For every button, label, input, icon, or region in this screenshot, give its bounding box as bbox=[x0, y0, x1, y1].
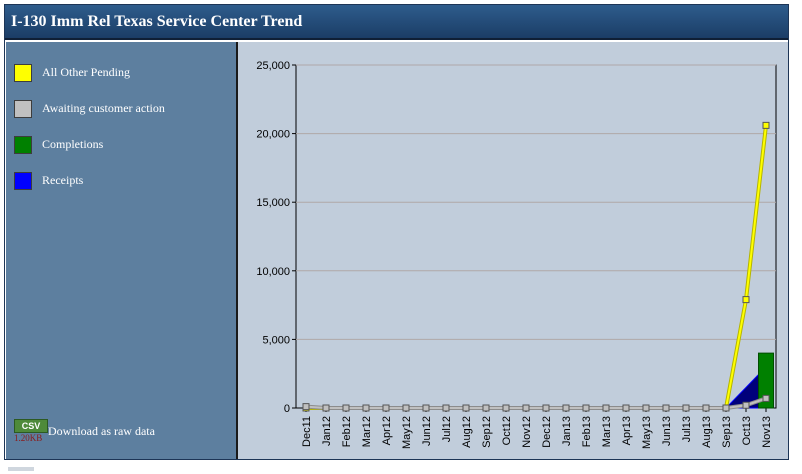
x-tick-label-may13: May13 bbox=[641, 416, 653, 449]
point-awaiting-customer-action-dec12 bbox=[542, 404, 550, 412]
y-tick-label-15000: 15,000 bbox=[256, 197, 290, 209]
x-tick-label-aug12: Aug12 bbox=[461, 416, 473, 448]
point-awaiting-customer-action-jul12 bbox=[442, 404, 450, 412]
point-awaiting-customer-action-jan12 bbox=[322, 404, 330, 412]
x-tick-label-aug13: Aug13 bbox=[701, 416, 713, 448]
x-tick-label-dec11: Dec11 bbox=[301, 416, 313, 447]
legend-label-awaiting-customer-action: Awaiting customer action bbox=[42, 101, 165, 115]
legend-label-all-other-pending: All Other Pending bbox=[42, 65, 130, 79]
point-awaiting-customer-action-feb13 bbox=[582, 404, 590, 412]
y-tick-label-10000: 10,000 bbox=[256, 266, 290, 278]
x-tick-label-apr13: Apr13 bbox=[621, 416, 633, 445]
point-awaiting-customer-action-apr12 bbox=[382, 404, 390, 412]
x-tick-label-sep12: Sep12 bbox=[481, 416, 493, 448]
x-tick-label-jul12: Jul12 bbox=[441, 416, 453, 442]
point-awaiting-customer-action-jan13 bbox=[562, 404, 570, 412]
csv-icon[interactable]: CSV bbox=[14, 419, 48, 433]
panel-divider bbox=[236, 42, 238, 459]
x-tick-label-oct12: Oct12 bbox=[501, 416, 513, 445]
y-tick-label-25000: 25,000 bbox=[256, 60, 290, 72]
legend-swatch-all-other-pending bbox=[14, 64, 32, 82]
point-awaiting-customer-action-oct12 bbox=[502, 404, 510, 412]
legend-swatch-completions bbox=[14, 136, 32, 154]
title-bar: I-130 Imm Rel Texas Service Center Trend bbox=[5, 5, 788, 40]
point-awaiting-customer-action-jun13 bbox=[662, 404, 670, 412]
point-awaiting-customer-action-sep12 bbox=[482, 404, 490, 412]
point-awaiting-customer-action-nov12 bbox=[522, 404, 530, 412]
x-tick-label-mar12: Mar12 bbox=[361, 416, 373, 447]
bar-completions-nov13 bbox=[758, 352, 774, 409]
x-tick-label-mar13: Mar13 bbox=[601, 416, 613, 447]
x-tick-label-feb12: Feb12 bbox=[341, 416, 353, 447]
scroll-stub bbox=[8, 467, 34, 471]
x-tick-label-dec12: Dec12 bbox=[541, 416, 553, 448]
x-tick-label-nov13: Nov13 bbox=[761, 416, 773, 448]
point-awaiting-customer-action-may13 bbox=[642, 404, 650, 412]
x-tick-label-feb13: Feb13 bbox=[581, 416, 593, 447]
point-awaiting-customer-action-feb12 bbox=[342, 404, 350, 412]
point-awaiting-customer-action-may12 bbox=[402, 404, 410, 412]
legend-label-completions: Completions bbox=[42, 137, 104, 151]
x-tick-label-jun13: Jun13 bbox=[661, 416, 673, 446]
x-tick-label-nov12: Nov12 bbox=[521, 416, 533, 448]
plot-area bbox=[295, 64, 777, 409]
x-tick-label-may12: May12 bbox=[401, 416, 413, 449]
point-awaiting-customer-action-mar12 bbox=[362, 404, 370, 412]
csv-file-size: 1.20KB bbox=[14, 433, 43, 443]
point-awaiting-customer-action-nov13 bbox=[762, 394, 770, 402]
legend-swatch-awaiting-customer-action bbox=[14, 100, 32, 118]
y-tick-label-0: 0 bbox=[284, 403, 290, 415]
x-tick-label-jun12: Jun12 bbox=[421, 416, 433, 446]
point-awaiting-customer-action-jul13 bbox=[682, 404, 690, 412]
legend-swatch-receipts bbox=[14, 172, 32, 190]
point-awaiting-customer-action-aug13 bbox=[702, 404, 710, 412]
chart-frame: I-130 Imm Rel Texas Service Center Trend… bbox=[4, 4, 789, 460]
point-awaiting-customer-action-sep13 bbox=[722, 404, 730, 412]
x-tick-label-jul13: Jul13 bbox=[681, 416, 693, 442]
point-awaiting-customer-action-aug12 bbox=[462, 404, 470, 412]
point-all-other-pending-nov13 bbox=[762, 121, 770, 129]
x-tick-label-oct13: Oct13 bbox=[741, 416, 753, 445]
chart-title: I-130 Imm Rel Texas Service Center Trend bbox=[11, 13, 303, 30]
download-raw-data-link[interactable]: Download as raw data bbox=[48, 424, 155, 438]
point-awaiting-customer-action-mar13 bbox=[602, 404, 610, 412]
x-tick-label-jan13: Jan13 bbox=[561, 416, 573, 446]
x-tick-label-apr12: Apr12 bbox=[381, 416, 393, 445]
chart-panel: 0 5,000 10,000 15,000 20,000 25,000 Dec11 Jan12… bbox=[238, 42, 788, 459]
x-tick-label-sep13: Sep13 bbox=[721, 416, 733, 448]
point-awaiting-customer-action-apr13 bbox=[622, 404, 630, 412]
legend-label-receipts: Receipts bbox=[42, 173, 84, 187]
point-awaiting-customer-action-oct13 bbox=[742, 401, 750, 409]
legend-panel: All Other Pending Awaiting customer acti… bbox=[6, 42, 236, 459]
trend-chart: 0 5,000 10,000 15,000 20,000 25,000 Dec11 Jan12… bbox=[256, 60, 777, 449]
point-awaiting-customer-action-dec11 bbox=[302, 403, 310, 411]
download-raw-data[interactable]: CSV 1.20KB Download as raw data bbox=[14, 419, 224, 449]
y-tick-label-5000: 5,000 bbox=[262, 334, 290, 346]
x-tick-label-jan12: Jan12 bbox=[321, 416, 333, 446]
point-all-other-pending-oct13 bbox=[742, 296, 750, 304]
point-awaiting-customer-action-jun12 bbox=[422, 404, 430, 412]
y-tick-label-20000: 20,000 bbox=[256, 129, 290, 141]
